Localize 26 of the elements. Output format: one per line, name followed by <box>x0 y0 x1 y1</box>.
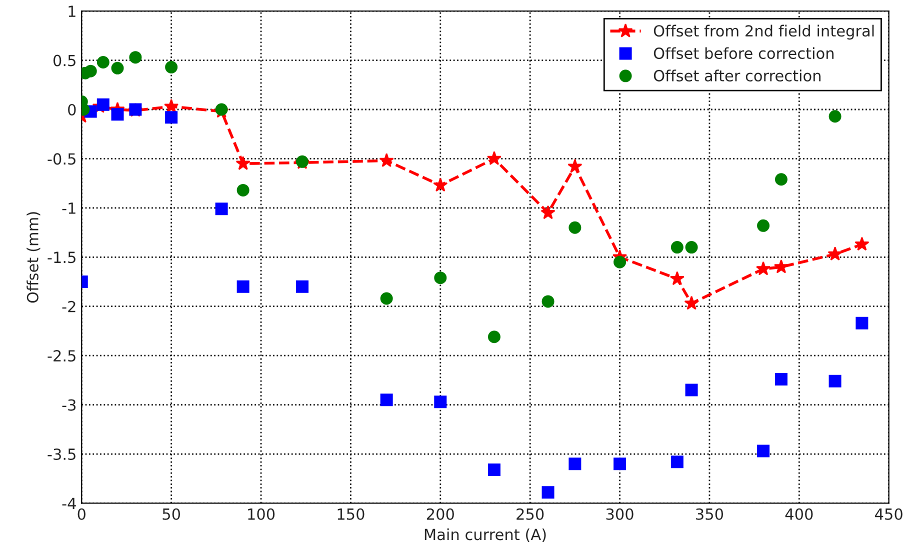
y-tick-label: -0.5 <box>48 153 76 165</box>
x-tick-label: 450 <box>875 508 902 520</box>
y-tick-label: -3 <box>62 399 76 411</box>
y-tick-label: 0.5 <box>53 54 76 66</box>
x-tick-label: 400 <box>785 508 813 520</box>
x-tick-label: 350 <box>696 508 724 520</box>
y-tick-label: -3.5 <box>48 448 76 460</box>
y-tick-label: -2.5 <box>48 350 76 362</box>
x-tick-label: 150 <box>338 508 364 520</box>
y-tick-label: -4 <box>62 498 76 510</box>
y-tick-label: -2 <box>62 300 76 312</box>
y-tick-label: 0 <box>68 104 76 116</box>
legend-label: Offset from 2nd field integral <box>654 24 874 40</box>
x-axis-title: Main current (A) <box>424 528 546 542</box>
y-axis-title: Offset (mm) <box>26 212 40 303</box>
legend-label: Offset before correction <box>654 47 834 60</box>
x-tick-label: 250 <box>516 508 544 520</box>
y-tick-label: -1.5 <box>48 252 76 264</box>
x-tick-label: 100 <box>248 508 275 520</box>
legend-label: Offset after correction <box>654 70 820 82</box>
x-tick-label: 200 <box>426 508 454 520</box>
y-tick-label: -1 <box>62 202 76 214</box>
y-tick-label: 1 <box>68 6 76 17</box>
x-tick-label: 50 <box>162 508 180 520</box>
x-tick-label: 300 <box>606 508 634 520</box>
x-tick-label: 0 <box>78 508 86 520</box>
